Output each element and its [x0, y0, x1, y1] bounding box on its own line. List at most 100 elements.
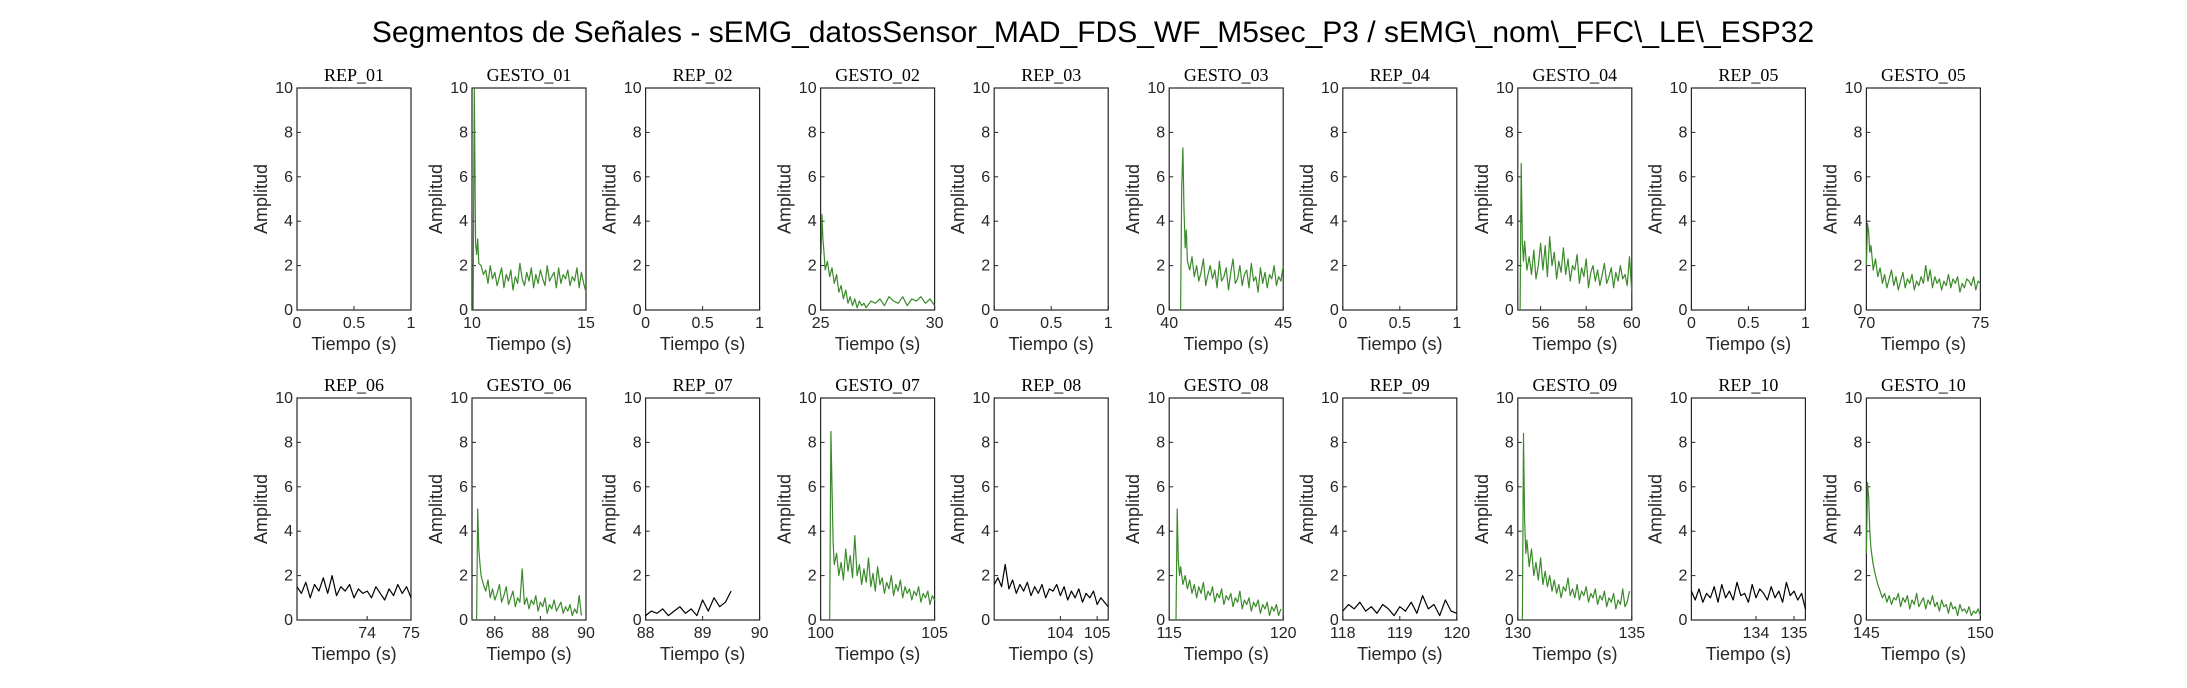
subplot-15: REP_08 0 2 4 6 8 10 104 105 Tiempo (s) Amplitud	[948, 375, 1110, 664]
x-tick-label: 0	[1338, 315, 1347, 332]
subplot-title: GESTO_06	[487, 375, 572, 395]
x-axis-label: Tiempo (s)	[1881, 334, 1966, 354]
y-tick-label: 0	[633, 302, 642, 319]
y-tick-label: 10	[972, 80, 990, 97]
x-tick-label: 56	[1532, 315, 1550, 332]
subplot-title: GESTO_04	[1532, 65, 1617, 85]
subplot-1: REP_01 0 2 4 6 8 10 0 0.5 1 Tiempo (s) Amplitud	[251, 65, 416, 354]
x-tick-label: 105	[921, 625, 948, 642]
x-tick-label: 74	[358, 625, 376, 642]
y-tick-label: 2	[1678, 568, 1687, 585]
y-tick-label: 4	[1505, 523, 1514, 540]
y-tick-label: 2	[1505, 258, 1514, 275]
subplot-title: REP_04	[1370, 65, 1430, 85]
y-tick-label: 10	[1845, 390, 1863, 407]
x-tick-label: 150	[1967, 625, 1994, 642]
y-tick-label: 6	[1505, 169, 1514, 186]
x-axis-label: Tiempo (s)	[486, 334, 571, 354]
y-axis-label: Amplitud	[251, 474, 271, 544]
y-tick-label: 6	[1853, 479, 1862, 496]
y-tick-label: 0	[1505, 612, 1514, 629]
subplot-8: GESTO_04 0 2 4 6 8 10 56 58 60 Tiempo (s) Amplitud	[1472, 65, 1641, 354]
y-tick-label: 8	[1505, 434, 1514, 451]
y-tick-label: 10	[1496, 80, 1514, 97]
x-tick-label: 1	[407, 315, 416, 332]
y-axis-label: Amplitud	[1645, 474, 1665, 544]
y-tick-label: 8	[1156, 434, 1165, 451]
plot-area	[1342, 87, 1458, 311]
y-axis-label: Amplitud	[1123, 474, 1143, 544]
x-tick-label: 0	[641, 315, 650, 332]
y-tick-label: 8	[459, 434, 468, 451]
y-tick-label: 0	[284, 302, 293, 319]
y-tick-label: 0	[1853, 612, 1862, 629]
y-axis-label: Amplitud	[600, 474, 620, 544]
y-tick-label: 10	[1670, 390, 1688, 407]
y-tick-label: 8	[981, 124, 990, 141]
subplot-6: GESTO_03 0 2 4 6 8 10 40 45 Tiempo (s) Amplitud	[1123, 65, 1292, 354]
x-axis-label: Tiempo (s)	[835, 644, 920, 664]
y-tick-label: 6	[1330, 169, 1339, 186]
x-tick-label: 70	[1858, 315, 1876, 332]
y-tick-label: 6	[459, 169, 468, 186]
x-axis-label: Tiempo (s)	[835, 334, 920, 354]
y-tick-label: 10	[1147, 390, 1165, 407]
y-tick-label: 4	[284, 523, 293, 540]
subplot-title: REP_10	[1718, 375, 1778, 395]
y-tick-label: 2	[459, 568, 468, 585]
x-tick-label: 130	[1504, 625, 1531, 642]
y-tick-label: 2	[284, 568, 293, 585]
signal-line-gesto	[1519, 162, 1633, 311]
x-axis-label: Tiempo (s)	[1881, 644, 1966, 664]
subplot-7: REP_04 0 2 4 6 8 10 0 0.5 1 Tiempo (s) Amplitud	[1297, 65, 1462, 354]
x-tick-label: 0.5	[1389, 315, 1411, 332]
y-axis-label: Amplitud	[775, 164, 795, 234]
y-tick-label: 10	[450, 390, 468, 407]
y-tick-label: 6	[633, 169, 642, 186]
subplot-2: GESTO_01 0 2 4 6 8 10 10 15 Tiempo (s) Amplitud	[426, 65, 595, 354]
y-tick-label: 10	[450, 80, 468, 97]
y-tick-label: 0	[981, 302, 990, 319]
plot-area	[644, 87, 761, 311]
y-tick-label: 4	[1678, 523, 1687, 540]
y-tick-label: 8	[633, 124, 642, 141]
plot-area	[1342, 397, 1458, 621]
y-axis-label: Amplitud	[1472, 164, 1492, 234]
y-tick-label: 8	[1678, 434, 1687, 451]
x-tick-label: 120	[1443, 625, 1470, 642]
y-tick-label: 8	[1505, 124, 1514, 141]
y-axis-label: Amplitud	[1297, 474, 1317, 544]
x-tick-label: 135	[1781, 625, 1808, 642]
signal-line-rep	[993, 563, 1109, 608]
y-tick-label: 10	[1845, 80, 1863, 97]
x-tick-label: 1	[755, 315, 764, 332]
y-tick-label: 0	[1156, 302, 1165, 319]
subplot-11: REP_06 0 2 4 6 8 10 74 75 Tiempo (s) Amplitud	[251, 375, 420, 664]
x-axis-label: Tiempo (s)	[1184, 644, 1269, 664]
y-tick-label: 0	[1678, 302, 1687, 319]
x-tick-label: 1	[1452, 315, 1461, 332]
y-axis-label: Amplitud	[1820, 474, 1840, 544]
y-tick-label: 0	[1330, 612, 1339, 629]
subplot-title: GESTO_02	[835, 65, 920, 85]
y-axis-label: Amplitud	[1820, 164, 1840, 234]
y-tick-label: 10	[799, 80, 817, 97]
y-tick-label: 10	[972, 390, 990, 407]
x-tick-label: 90	[751, 625, 769, 642]
plot-area	[1168, 397, 1284, 621]
y-tick-label: 6	[1853, 169, 1862, 186]
y-tick-label: 8	[1853, 124, 1862, 141]
y-tick-label: 2	[1853, 258, 1862, 275]
y-tick-label: 6	[1156, 169, 1165, 186]
x-tick-label: 25	[812, 315, 830, 332]
y-tick-label: 4	[981, 523, 990, 540]
y-tick-label: 2	[981, 568, 990, 585]
x-tick-label: 135	[1618, 625, 1645, 642]
y-axis-label: Amplitud	[1297, 164, 1317, 234]
y-tick-label: 8	[1678, 124, 1687, 141]
x-tick-label: 86	[486, 625, 504, 642]
